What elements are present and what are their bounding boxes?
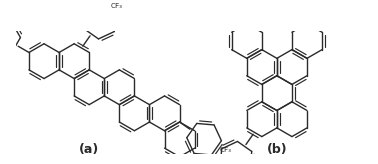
Text: CF₃: CF₃ xyxy=(220,147,231,153)
Text: (a): (a) xyxy=(79,143,99,156)
Text: (b): (b) xyxy=(266,143,287,156)
Text: CF₃: CF₃ xyxy=(111,3,123,9)
